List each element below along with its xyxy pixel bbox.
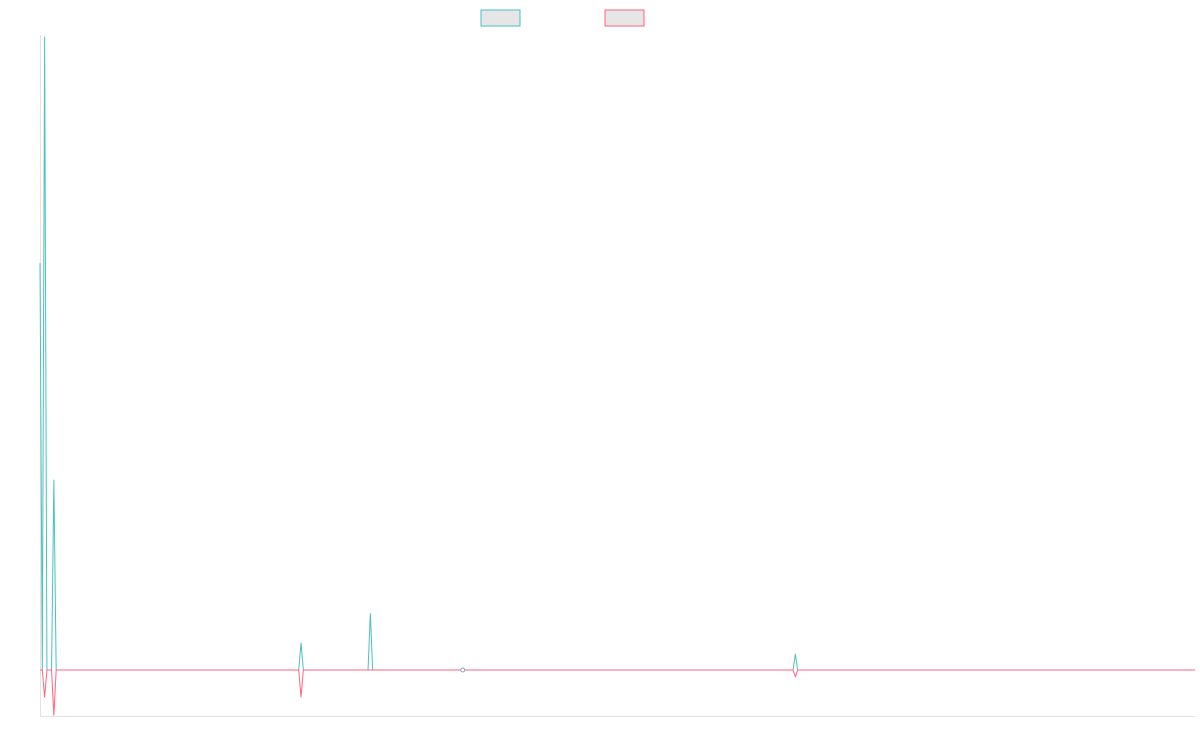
data-point-marker[interactable]	[460, 667, 466, 673]
series-line-2	[40, 669, 1195, 716]
series-line-1	[39, 36, 1195, 671]
legend	[480, 9, 645, 27]
legend-swatch-series-1[interactable]	[480, 9, 521, 27]
series-layer	[39, 36, 1195, 716]
legend-swatch-series-2[interactable]	[604, 9, 645, 27]
plot-area	[39, 35, 1195, 717]
